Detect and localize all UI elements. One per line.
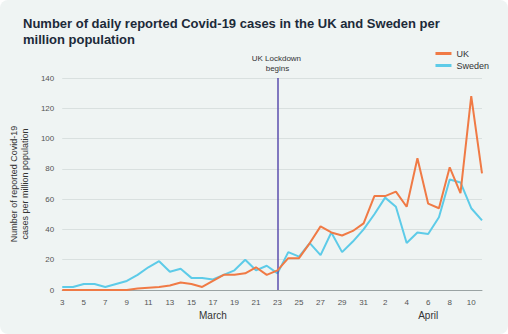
svg-text:April: April xyxy=(418,310,438,321)
svg-text:begins: begins xyxy=(266,64,290,73)
svg-text:25: 25 xyxy=(295,298,304,307)
svg-text:19: 19 xyxy=(230,298,239,307)
svg-text:UK: UK xyxy=(456,49,469,59)
svg-text:7: 7 xyxy=(103,298,108,307)
svg-text:4: 4 xyxy=(404,298,409,307)
svg-text:15: 15 xyxy=(187,298,196,307)
svg-text:13: 13 xyxy=(165,298,174,307)
svg-text:140: 140 xyxy=(41,74,55,83)
svg-text:6: 6 xyxy=(426,298,431,307)
svg-text:10: 10 xyxy=(467,298,476,307)
svg-text:5: 5 xyxy=(82,298,87,307)
svg-text:27: 27 xyxy=(316,298,325,307)
svg-text:Number of daily reported Covid: Number of daily reported Covid-19 cases … xyxy=(23,16,443,31)
svg-text:21: 21 xyxy=(252,298,261,307)
svg-text:9: 9 xyxy=(125,298,130,307)
svg-text:60: 60 xyxy=(45,195,54,204)
svg-text:2: 2 xyxy=(383,298,388,307)
svg-text:UK Lockdown: UK Lockdown xyxy=(252,54,304,63)
svg-text:million population: million population xyxy=(23,32,135,47)
svg-text:20: 20 xyxy=(45,255,54,264)
svg-text:31: 31 xyxy=(359,298,368,307)
svg-text:cases per million population: cases per million population xyxy=(20,128,30,239)
svg-text:11: 11 xyxy=(144,298,153,307)
svg-text:0: 0 xyxy=(50,286,55,295)
svg-text:Number of reported Covid-19: Number of reported Covid-19 xyxy=(9,126,19,243)
svg-text:8: 8 xyxy=(447,298,452,307)
svg-text:40: 40 xyxy=(45,225,54,234)
svg-text:17: 17 xyxy=(208,298,217,307)
svg-text:March: March xyxy=(199,310,227,321)
svg-text:80: 80 xyxy=(45,164,54,173)
svg-text:120: 120 xyxy=(41,104,55,113)
svg-text:Sweden: Sweden xyxy=(456,61,489,71)
svg-text:23: 23 xyxy=(273,298,282,307)
svg-text:100: 100 xyxy=(41,134,55,143)
svg-text:29: 29 xyxy=(338,298,347,307)
svg-text:3: 3 xyxy=(60,298,65,307)
